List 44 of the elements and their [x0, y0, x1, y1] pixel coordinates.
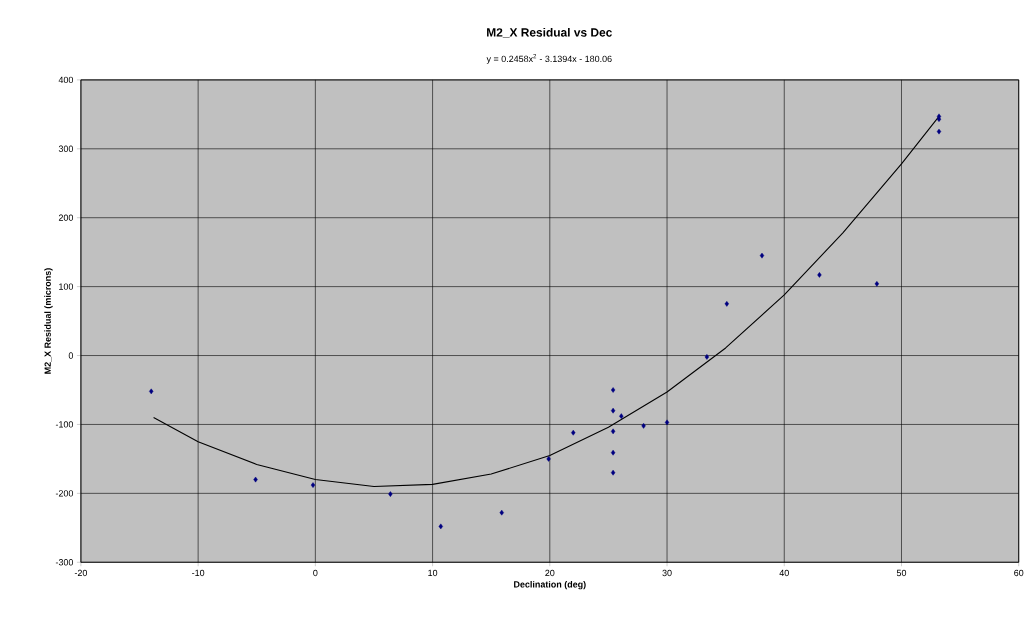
point — [610, 387, 616, 393]
point — [253, 476, 258, 483]
x-tick-label: -10 — [192, 569, 205, 577]
x-tick-label: 30 — [662, 569, 672, 577]
point — [438, 523, 443, 530]
point — [619, 413, 624, 419]
point — [759, 252, 765, 259]
x-axis-title: Declination (deg) — [514, 580, 586, 590]
y-axis-title: M2_X Residual (microns) — [44, 268, 53, 374]
y-tick-label: 0 — [68, 352, 74, 359]
x-tick-label: 20 — [545, 569, 555, 577]
x-tick-label: 40 — [779, 569, 789, 577]
point — [388, 491, 393, 497]
point — [874, 280, 880, 287]
point — [610, 428, 616, 435]
x-tick-label: 50 — [896, 569, 907, 577]
y-tick-label: 400 — [58, 76, 74, 83]
y-tick-label: -300 — [55, 559, 74, 566]
x-tick-label: -20 — [74, 569, 88, 577]
point — [641, 422, 646, 429]
point — [610, 469, 616, 476]
point — [936, 116, 942, 122]
y-tick-label: -100 — [55, 421, 74, 428]
point — [499, 509, 504, 516]
point — [936, 128, 942, 135]
x-tick-label: 60 — [1014, 569, 1024, 577]
point — [571, 429, 576, 436]
chart-subtitle: y = 0.2458x$^{2}$ - 3.1394x - 180.06 — [486, 53, 612, 64]
y-tick-label: 100 — [59, 283, 74, 290]
y-tick-label: 200 — [58, 214, 74, 221]
point — [310, 482, 316, 488]
x-tick-label: 10 — [428, 569, 438, 577]
y-tick-label: -200 — [55, 490, 74, 497]
point — [149, 388, 154, 395]
chart-title: M2_X Residual vs Dec — [487, 27, 612, 38]
point — [546, 456, 551, 462]
point — [704, 354, 710, 360]
point — [724, 300, 729, 307]
y-tick-label: 300 — [58, 145, 74, 152]
x-tick-label: 0 — [313, 569, 318, 577]
point — [610, 407, 616, 414]
point — [664, 419, 670, 426]
point — [610, 449, 616, 456]
point — [817, 272, 822, 278]
